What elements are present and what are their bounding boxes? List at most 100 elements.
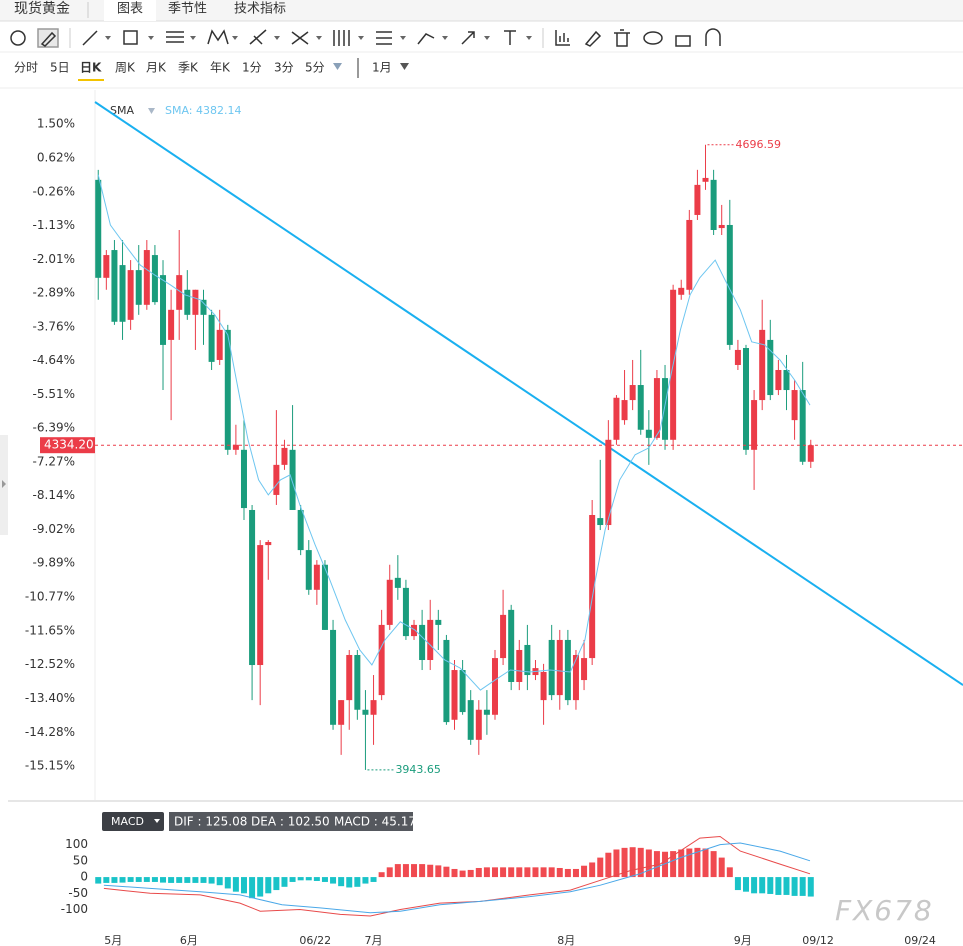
dropdown-caret[interactable] <box>148 108 155 114</box>
tool-icon[interactable] <box>291 31 309 45</box>
period-button[interactable]: 月K <box>146 61 167 75</box>
y-tick-label: -100 <box>61 902 88 916</box>
macd-bar <box>321 877 328 882</box>
indicator-name[interactable]: MACD <box>111 815 144 828</box>
indicator-select[interactable] <box>102 812 164 831</box>
macd-bar <box>467 869 474 878</box>
period-button[interactable]: 1月 <box>372 61 392 75</box>
period-button[interactable]: 周K <box>115 61 136 75</box>
dropdown-caret[interactable] <box>400 63 409 70</box>
y-tick-label: 100 <box>65 837 88 851</box>
period-button[interactable]: 年K <box>210 61 231 75</box>
candle-body <box>718 224 725 229</box>
y-tick-label: 0.62% <box>37 150 75 164</box>
candle-body <box>330 629 337 725</box>
candle-body <box>508 609 515 682</box>
candle-body <box>597 518 604 526</box>
indicator-name[interactable]: SMA <box>110 104 134 117</box>
x-tick-label: 09/24 <box>904 934 936 946</box>
macd-bar <box>605 852 612 878</box>
tool-icon[interactable] <box>643 31 663 45</box>
tool-icon[interactable] <box>417 33 435 45</box>
macd-bar <box>443 866 450 878</box>
candle-body <box>305 550 312 590</box>
x-tick-label: 09/12 <box>802 934 834 946</box>
candle-body <box>751 400 758 450</box>
y-tick-label: -13.40% <box>25 691 75 705</box>
y-tick-label: 1.50% <box>37 116 75 130</box>
candle-body <box>95 179 102 278</box>
tool-icon[interactable] <box>614 29 630 47</box>
y-tick-label: -4.64% <box>33 353 75 367</box>
candle-body <box>119 265 126 322</box>
tool-icon[interactable] <box>207 29 229 45</box>
macd-bar <box>629 847 636 878</box>
x-tick-label: 6月 <box>180 934 198 946</box>
macd-bar <box>702 848 709 878</box>
macd-bar <box>508 867 515 878</box>
tool-icon[interactable] <box>166 31 184 43</box>
macd-bar <box>394 864 401 878</box>
candle-body <box>362 709 369 715</box>
trend-line <box>94 101 963 686</box>
macd-bar <box>411 864 418 878</box>
tool-icon[interactable] <box>584 30 602 47</box>
tab[interactable]: 季节性 <box>168 2 207 17</box>
macd-bar <box>694 847 701 878</box>
tool-icon[interactable] <box>461 31 475 45</box>
candle-body <box>281 447 288 465</box>
y-tick-label: -12.52% <box>25 657 75 671</box>
period-button[interactable]: 3分 <box>274 61 294 75</box>
dropdown-caret[interactable] <box>333 63 342 70</box>
tool-icon[interactable] <box>504 30 516 45</box>
macd-bar <box>176 877 183 883</box>
tool-icon[interactable] <box>123 30 138 45</box>
period-button[interactable]: 季K <box>178 61 199 75</box>
tab[interactable]: 技术指标 <box>234 2 286 17</box>
macd-bar <box>119 877 126 883</box>
x-tick-label: 9月 <box>734 934 752 946</box>
x-tick-label: 5月 <box>104 934 122 946</box>
macd-bar <box>572 868 579 878</box>
tool-icon[interactable] <box>10 30 26 46</box>
y-tick-label: -1.13% <box>33 218 75 232</box>
period-button[interactable]: 5分 <box>305 61 325 75</box>
macd-bar <box>556 867 563 878</box>
candle-body <box>564 639 571 701</box>
tool-icon[interactable] <box>376 31 392 45</box>
candle-body <box>475 709 482 740</box>
tool-icon[interactable] <box>40 31 57 47</box>
macd-bar <box>475 867 482 878</box>
tool-icon[interactable] <box>249 29 267 45</box>
period-button[interactable]: 1分 <box>242 61 262 75</box>
macd-bar <box>354 877 361 887</box>
macd-bar <box>524 867 531 878</box>
candle-body <box>427 619 434 661</box>
last-price-label: 4334.20 <box>44 438 94 452</box>
tab[interactable]: 图表 <box>117 2 143 17</box>
candle-body <box>694 184 701 215</box>
readout-box <box>169 812 413 831</box>
candle-body <box>767 339 774 396</box>
tool-icon[interactable] <box>333 30 350 46</box>
tool-icon[interactable] <box>555 30 570 46</box>
y-tick-label: -5.51% <box>33 387 75 401</box>
macd-bar <box>645 849 652 878</box>
candle-body <box>556 639 563 696</box>
macd-bar <box>775 877 782 895</box>
y-tick-label: -2.89% <box>33 286 75 300</box>
instrument-tab[interactable]: 现货黄金 <box>14 0 70 17</box>
period-button[interactable]: 日K <box>80 61 102 75</box>
macd-bar <box>734 877 741 891</box>
tool-icon[interactable] <box>705 28 721 46</box>
macd-bar <box>240 877 247 894</box>
period-button[interactable]: 分时 <box>14 61 38 75</box>
tool-icon[interactable] <box>675 35 691 47</box>
tool-icon[interactable] <box>82 30 98 46</box>
candle-body <box>605 439 612 526</box>
readout: DIF : 125.08 <box>174 815 247 829</box>
candle-body <box>103 255 110 278</box>
period-button[interactable]: 5日 <box>50 61 70 75</box>
y-tick-label: -14.28% <box>25 725 75 739</box>
